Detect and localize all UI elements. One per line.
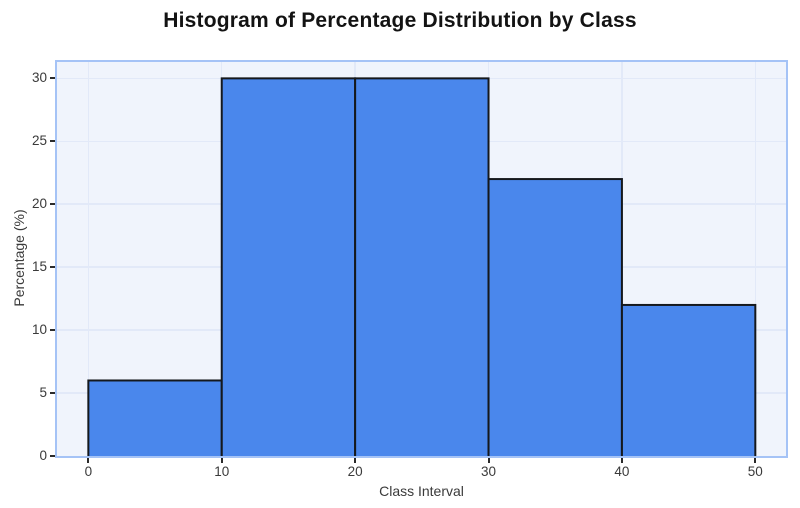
histogram-bars-svg bbox=[87, 77, 757, 456]
x-tick-label: 10 bbox=[214, 464, 230, 479]
x-tick-label: 30 bbox=[481, 464, 497, 479]
y-tick-label: 30 bbox=[31, 70, 47, 86]
x-tick-mark bbox=[620, 458, 623, 463]
y-tick-label: 25 bbox=[31, 133, 47, 149]
y-tick-label: 20 bbox=[31, 196, 47, 212]
x-tick-label: 50 bbox=[747, 464, 763, 479]
bars-layer bbox=[57, 62, 786, 456]
x-tick-mark bbox=[354, 458, 357, 463]
y-tick-mark bbox=[50, 77, 55, 80]
y-tick-mark bbox=[50, 455, 55, 457]
y-tick-mark bbox=[50, 329, 55, 332]
y-tick-mark bbox=[50, 140, 55, 143]
x-tick-mark bbox=[220, 458, 223, 463]
x-axis-label: Class Interval bbox=[379, 483, 464, 499]
v-gridline bbox=[87, 62, 90, 456]
y-tick-mark bbox=[50, 266, 55, 269]
x-tick-label: 40 bbox=[614, 464, 630, 479]
histogram-bar bbox=[220, 77, 357, 456]
histogram-bar bbox=[620, 303, 757, 456]
plot-area bbox=[55, 60, 788, 458]
y-tick-mark bbox=[50, 392, 55, 395]
y-axis-label: Percentage (%) bbox=[11, 209, 27, 307]
x-tick-label: 0 bbox=[84, 464, 93, 479]
y-tick-label: 5 bbox=[39, 385, 47, 401]
histogram-bar bbox=[87, 379, 223, 456]
x-tick-label: 20 bbox=[347, 464, 363, 479]
x-tick-mark bbox=[754, 458, 757, 463]
histogram-bar bbox=[487, 178, 623, 456]
histogram-bar bbox=[354, 77, 490, 456]
y-tick-label: 10 bbox=[31, 322, 47, 338]
chart-title: Histogram of Percentage Distribution by … bbox=[163, 9, 637, 32]
y-tick-label: 15 bbox=[31, 259, 47, 275]
v-gridline bbox=[754, 62, 757, 456]
y-tick-label: 0 bbox=[39, 448, 47, 463]
y-tick-mark bbox=[50, 203, 55, 206]
x-tick-mark bbox=[87, 458, 90, 463]
x-tick-mark bbox=[487, 458, 490, 463]
